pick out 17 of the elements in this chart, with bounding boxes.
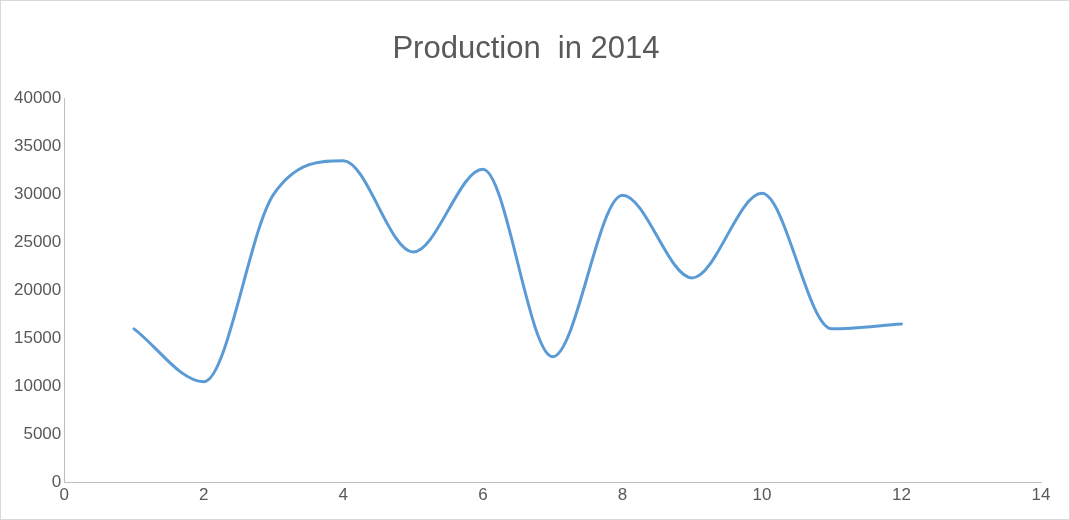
x-tick-label: 14 [1031,485,1051,505]
y-tick-label: 5000 [23,424,62,444]
y-tick-label: 20000 [13,280,62,300]
x-tick-label: 6 [478,485,488,505]
x-tick-label: 2 [199,485,209,505]
y-tick-label: 10000 [13,376,62,396]
y-tick-label: 15000 [13,328,62,348]
y-tick-label: 25000 [13,232,62,252]
line-series [132,159,903,384]
x-tick-label: 10 [752,485,772,505]
x-tick-label: 4 [338,485,349,505]
y-tick-label: 40000 [13,87,62,107]
x-tick-label: 12 [892,485,911,505]
y-tick-label: 35000 [13,135,62,155]
y-tick-label: 30000 [13,183,62,203]
x-tick-label: 8 [617,485,628,505]
chart-title: Production in 2014 [392,30,660,66]
